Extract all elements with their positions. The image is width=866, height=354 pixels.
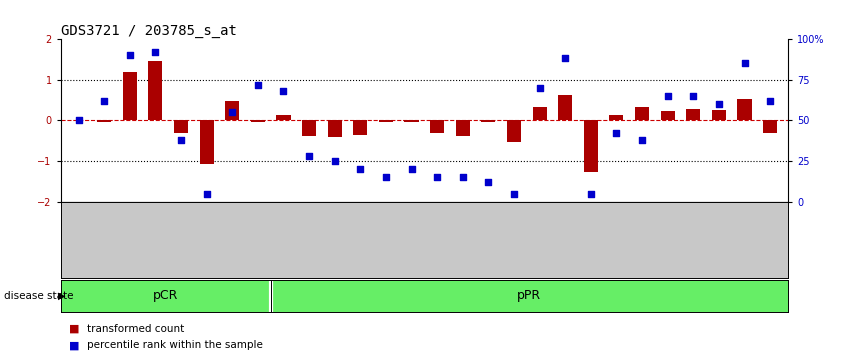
Bar bbox=[404, 120, 418, 122]
Point bbox=[97, 98, 111, 104]
Point bbox=[661, 93, 675, 99]
Point bbox=[738, 61, 752, 66]
Text: percentile rank within the sample: percentile rank within the sample bbox=[87, 340, 262, 350]
Point bbox=[404, 166, 418, 172]
Bar bbox=[533, 107, 546, 120]
Bar bbox=[763, 120, 777, 133]
Point bbox=[610, 131, 624, 136]
Point bbox=[712, 101, 726, 107]
Point bbox=[584, 191, 598, 196]
Point bbox=[225, 109, 239, 115]
Point bbox=[276, 88, 290, 94]
Point bbox=[148, 49, 162, 55]
Bar bbox=[276, 115, 290, 120]
Text: pPR: pPR bbox=[517, 289, 541, 302]
Bar bbox=[430, 120, 444, 133]
Bar bbox=[507, 120, 521, 142]
Text: disease state: disease state bbox=[4, 291, 74, 301]
Point bbox=[302, 153, 316, 159]
Bar bbox=[481, 120, 495, 122]
Bar bbox=[353, 120, 367, 135]
Bar bbox=[199, 120, 214, 164]
Bar bbox=[251, 120, 265, 122]
Point bbox=[635, 137, 649, 143]
Point bbox=[174, 137, 188, 143]
Bar bbox=[379, 120, 393, 122]
Bar bbox=[327, 120, 342, 137]
Bar bbox=[97, 120, 111, 122]
Bar bbox=[456, 120, 469, 136]
Point bbox=[481, 179, 495, 185]
Bar bbox=[584, 120, 598, 172]
Text: ■: ■ bbox=[69, 340, 80, 350]
Point bbox=[687, 93, 701, 99]
Bar bbox=[225, 101, 239, 120]
Bar bbox=[635, 107, 650, 120]
Bar bbox=[302, 120, 316, 136]
Point bbox=[456, 175, 469, 180]
Bar bbox=[661, 112, 675, 120]
Bar bbox=[174, 120, 188, 133]
Point bbox=[327, 158, 341, 164]
Text: ■: ■ bbox=[69, 324, 80, 333]
Point bbox=[123, 52, 137, 58]
Point bbox=[533, 85, 546, 91]
Point bbox=[430, 175, 444, 180]
Point bbox=[353, 166, 367, 172]
Text: transformed count: transformed count bbox=[87, 324, 184, 333]
Bar bbox=[712, 110, 726, 120]
Point bbox=[251, 82, 265, 87]
Bar bbox=[738, 99, 752, 120]
Text: GDS3721 / 203785_s_at: GDS3721 / 203785_s_at bbox=[61, 24, 236, 38]
Point bbox=[763, 98, 777, 104]
Point bbox=[72, 118, 86, 123]
Point bbox=[379, 175, 393, 180]
Text: ▶: ▶ bbox=[58, 291, 66, 301]
Bar bbox=[559, 95, 572, 120]
Point bbox=[200, 191, 214, 196]
Bar bbox=[123, 72, 137, 120]
Bar bbox=[610, 115, 624, 120]
Bar bbox=[686, 109, 701, 120]
Text: pCR: pCR bbox=[153, 289, 178, 302]
Point bbox=[507, 191, 521, 196]
Bar bbox=[148, 61, 163, 120]
Point bbox=[559, 56, 572, 61]
